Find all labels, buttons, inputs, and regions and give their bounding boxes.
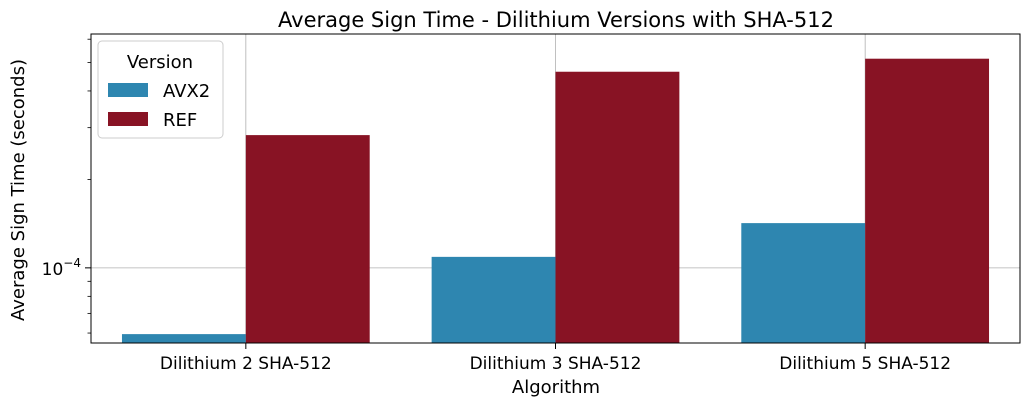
bar-avx2-1 <box>121 334 246 343</box>
bars <box>121 58 990 344</box>
legend: Version AVX2 REF <box>97 40 224 139</box>
y-axis-label: Average Sign Time (seconds) <box>8 59 29 321</box>
bar-ref-2 <box>555 71 680 343</box>
x-axis-ticks: Dilithium 2 SHA-512 Dilithium 3 SHA-512 Di… <box>160 343 951 374</box>
x-tick-label: Dilithium 3 SHA-512 <box>470 354 642 374</box>
x-axis-label: Algorithm <box>512 377 600 398</box>
legend-label-ref: REF <box>163 110 197 131</box>
legend-swatch-avx2 <box>108 83 148 97</box>
legend-label-avx2: AVX2 <box>163 81 210 102</box>
chart-title: Average Sign Time - Dilithium Versions w… <box>278 8 834 32</box>
bar-avx2-3 <box>741 223 866 343</box>
bar-ref-1 <box>245 135 370 343</box>
y-tick-label: 10−4 <box>42 256 81 280</box>
x-tick-label: Dilithium 2 SHA-512 <box>160 354 332 374</box>
bar-avx2-2 <box>431 256 556 343</box>
y-axis-ticks: 10−4 <box>42 38 91 334</box>
legend-swatch-ref <box>108 112 148 126</box>
bar-ref-3 <box>865 58 990 344</box>
x-tick-label: Dilithium 5 SHA-512 <box>779 354 951 374</box>
legend-title: Version <box>127 52 193 73</box>
